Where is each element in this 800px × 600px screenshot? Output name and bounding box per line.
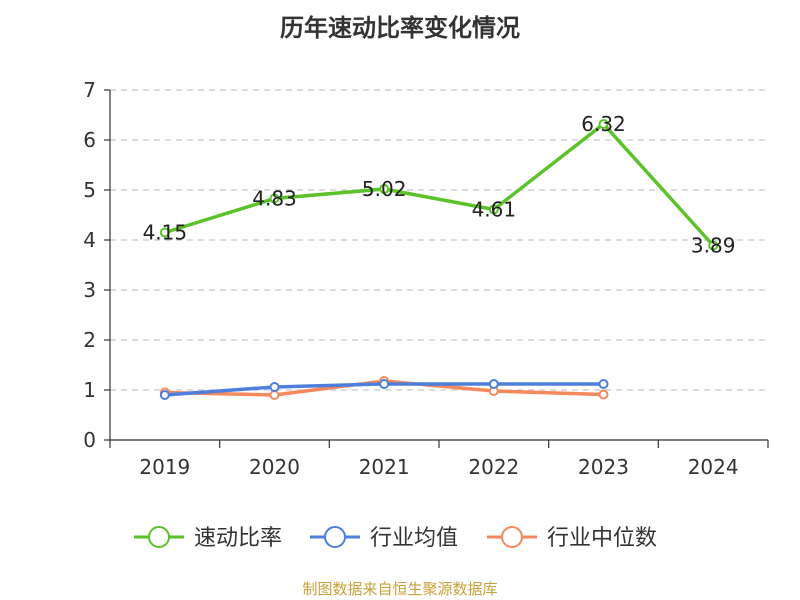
series-lines — [163, 122, 715, 397]
legend-label: 速动比率 — [194, 526, 282, 551]
legend-marker — [501, 526, 523, 548]
data-point — [488, 204, 499, 215]
data-point — [159, 390, 170, 400]
data-point — [379, 184, 390, 194]
x-tick-label: 2020 — [249, 455, 300, 479]
y-tick-label: 6 — [83, 128, 96, 152]
y-tick-label: 5 — [83, 178, 96, 202]
axes — [104, 89, 769, 448]
x-tick-label: 2019 — [139, 455, 190, 479]
data-point — [488, 379, 499, 389]
x-tick-label: 2024 — [688, 455, 739, 479]
x-tick-label: 2022 — [468, 455, 519, 479]
data-point — [269, 193, 280, 204]
data-point — [598, 379, 609, 389]
x-tick-label: 2021 — [359, 455, 410, 479]
y-tick-label: 3 — [83, 278, 96, 302]
y-tick-labels: 0 1 2 3 4 5 6 7 — [83, 78, 96, 452]
data-point — [598, 389, 609, 400]
data-label: 5.02 — [362, 177, 407, 201]
series-line — [163, 122, 715, 248]
chart-title: 历年速动比率变化情况 — [280, 14, 520, 42]
data-point — [159, 227, 170, 238]
data-point — [598, 119, 609, 129]
data-point — [269, 390, 280, 400]
data-point — [269, 382, 280, 392]
legend-marker — [148, 526, 170, 548]
legend: 速动比率 行业均值 行业中位数 — [134, 526, 657, 551]
legend-item: 速动比率 — [134, 526, 282, 551]
y-tick-label: 2 — [83, 328, 96, 352]
legend-item: 行业中位数 — [487, 526, 657, 551]
y-tick-label: 7 — [83, 78, 96, 102]
legend-item: 行业均值 — [310, 526, 458, 551]
data-labels: 4.15 4.83 5.02 4.61 6.32 3.89 — [143, 112, 736, 258]
x-tick-labels: 2019 2020 2021 2022 2023 2024 — [139, 455, 738, 479]
grid-lines — [110, 89, 768, 391]
data-label: 3.89 — [691, 234, 736, 258]
data-label: 4.15 — [143, 221, 188, 245]
data-point — [379, 379, 390, 389]
legend-label: 行业均值 — [370, 526, 458, 551]
data-label: 6.32 — [581, 112, 626, 136]
y-tick-label: 1 — [83, 378, 96, 402]
data-label: 4.83 — [252, 187, 297, 211]
series-points — [159, 119, 719, 400]
x-tick-label: 2023 — [578, 455, 629, 479]
legend-marker — [324, 526, 346, 548]
source-note: 制图数据来自恒生聚源数据库 — [302, 580, 498, 598]
data-label: 4.61 — [472, 198, 517, 222]
y-tick-label: 4 — [83, 228, 96, 252]
data-point — [708, 240, 719, 251]
y-tick-label: 0 — [83, 428, 96, 452]
legend-label: 行业中位数 — [547, 526, 657, 551]
